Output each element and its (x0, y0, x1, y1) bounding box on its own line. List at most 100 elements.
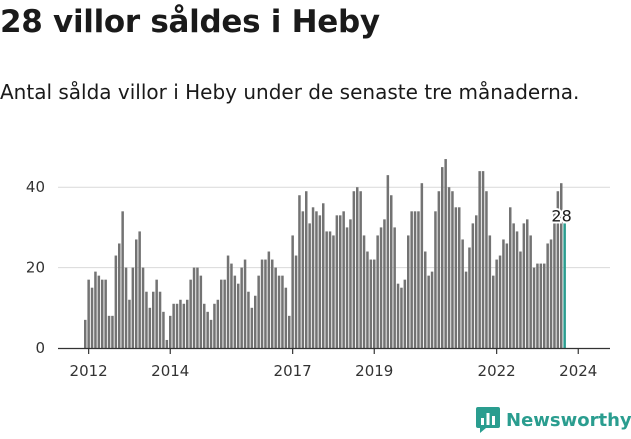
bar (444, 159, 447, 348)
bar (182, 303, 186, 348)
bar (386, 175, 390, 348)
bar (87, 279, 90, 348)
bar (145, 291, 148, 348)
bar (101, 279, 104, 348)
bar (342, 211, 345, 348)
bar (148, 307, 152, 348)
chart-subtitle: Antal sålda villor i Heby under de senas… (0, 80, 580, 104)
bar (546, 243, 549, 348)
bar (128, 299, 131, 348)
bar (410, 211, 413, 348)
bar (492, 275, 495, 348)
bar (152, 291, 155, 348)
bar (271, 259, 274, 348)
bar (549, 239, 553, 348)
bar (529, 235, 532, 348)
bar (498, 255, 502, 348)
bar (390, 195, 393, 348)
bar (488, 235, 492, 348)
bar (281, 275, 284, 348)
bar (447, 187, 451, 348)
bar (155, 279, 158, 348)
bar (288, 315, 291, 348)
bar (226, 255, 230, 348)
chart-title: 28 villor såldes i Heby (0, 4, 380, 40)
bar (400, 287, 403, 348)
brand-name: Newsworthy (506, 409, 631, 431)
bar (407, 235, 410, 348)
y-tick-label: 0 (35, 339, 45, 357)
bar (107, 315, 111, 348)
bar (413, 211, 417, 348)
bar (135, 239, 138, 348)
bar (468, 247, 471, 348)
bar (383, 219, 386, 348)
bar (532, 267, 536, 348)
bar (84, 319, 87, 348)
bar (305, 191, 308, 348)
bar (267, 251, 271, 348)
bar (294, 255, 298, 348)
bar (233, 275, 237, 348)
bar-chart: 0 20 40 2012 2014 2017 2019 2022 2024 28 (26, 159, 610, 380)
bar (318, 215, 322, 348)
bar (495, 259, 498, 348)
bar (335, 215, 339, 348)
bar (560, 183, 563, 348)
bar (121, 211, 124, 348)
bar (124, 267, 128, 348)
bar (186, 299, 189, 348)
x-tick-label: 2017 (274, 362, 312, 380)
bar (515, 231, 519, 348)
bar (424, 251, 427, 348)
bar (556, 191, 560, 348)
bar (254, 295, 257, 348)
bar (298, 195, 301, 348)
bar (359, 191, 362, 348)
bar (237, 283, 240, 348)
bar (352, 191, 356, 348)
x-tick-label: 2012 (70, 362, 108, 380)
bar (230, 263, 233, 348)
bar (393, 227, 396, 348)
bar (454, 207, 458, 348)
bar (111, 315, 114, 348)
bar (356, 187, 359, 348)
bar (284, 287, 288, 348)
bar (131, 267, 135, 348)
bar (118, 243, 121, 348)
bar (396, 283, 400, 348)
bar (451, 191, 454, 348)
bar (315, 211, 318, 348)
bar (376, 235, 379, 348)
bar (461, 239, 464, 348)
bar (220, 279, 223, 348)
bar (325, 231, 328, 348)
bar (247, 291, 250, 348)
bar (339, 215, 342, 348)
bar (509, 207, 512, 348)
bar (162, 311, 165, 348)
bar (277, 275, 281, 348)
y-tick-label: 40 (26, 178, 45, 196)
bar (179, 299, 182, 348)
bar (97, 275, 101, 348)
bar (94, 271, 97, 348)
bar (441, 167, 444, 348)
bar (417, 211, 420, 348)
bar (301, 211, 305, 348)
bar (322, 203, 325, 348)
y-tick-label: 20 (26, 259, 45, 277)
bar (257, 275, 260, 348)
x-tick-label: 2024 (559, 362, 597, 380)
bar (481, 171, 485, 348)
bar (192, 267, 196, 348)
bar-highlight (563, 223, 566, 348)
bar (175, 303, 179, 348)
bar (553, 211, 556, 348)
bar (366, 251, 369, 348)
bar (104, 279, 107, 348)
bar (349, 219, 352, 348)
bar (90, 287, 94, 348)
bar (223, 279, 226, 348)
